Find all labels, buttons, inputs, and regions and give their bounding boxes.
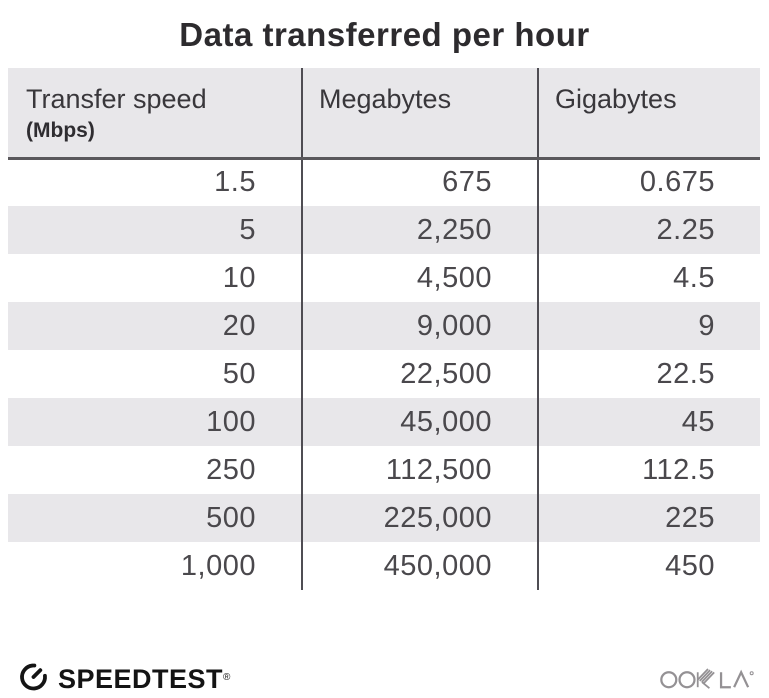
cell-speed: 250 [8,446,303,494]
cell-megabytes: 450,000 [302,542,539,590]
cell-gigabytes: 2.25 [538,206,760,254]
table-row: 100 45,000 45 [8,398,760,446]
col-header-megabytes: Megabytes [302,68,539,160]
table-row: 1,000 450,000 450 [8,542,760,590]
col-header-transfer-speed: Transfer speed (Mbps) [8,68,303,160]
speedtest-wordmark: SPEEDTEST [58,663,224,694]
table-row: 1.5 675 0.675 [8,158,760,206]
col-header-gigabytes: Gigabytes [538,68,760,160]
page-title: Data transferred per hour [179,16,590,53]
cell-megabytes: 675 [302,158,539,206]
cell-gigabytes: 112.5 [642,453,715,486]
speedtest-gauge-icon [18,661,49,697]
col-header-transfer-speed-unit: (Mbps) [26,119,95,142]
cell-speed: 1.5 [8,158,303,206]
cell-speed: 100 [8,398,303,446]
col-header-transfer-speed-label: Transfer speed [26,84,207,114]
table-row: 250 112,500 112.5 [8,446,760,494]
table-row: 50 22,500 22.5 [8,350,760,398]
data-table: Transfer speed (Mbps) Megabytes Gigabyte… [8,68,760,590]
cell-speed: 500 [8,494,303,542]
cell-megabytes: 112,500 [302,446,539,494]
footer: SPEEDTEST ® [0,650,769,698]
table-header-row: Transfer speed (Mbps) Megabytes Gigabyte… [8,68,760,160]
cell-gigabytes: 4.5 [673,261,715,294]
cell-speed: 5 [8,206,303,254]
cell-megabytes: 225,000 [302,494,539,542]
cell-gigabytes: 22.5 [656,357,715,390]
table-row: 10 4,500 4.5 [8,254,760,302]
table-row: 5 2,250 2.25 [8,206,760,254]
cell-megabytes: 45,000 [302,398,539,446]
cell-speed: 50 [8,350,303,398]
cell-gigabytes: 45 [538,398,760,446]
registered-trademark-icon: ® [223,671,231,683]
table-row: 500 225,000 225 [8,494,760,542]
cell-megabytes: 22,500 [302,350,539,398]
cell-megabytes: 4,500 [302,254,539,302]
ookla-wordmark-icon [660,668,754,689]
cell-speed: 1,000 [8,542,303,590]
cell-gigabytes: 450 [665,549,715,582]
cell-gigabytes: 9 [538,302,760,350]
table-row: 20 9,000 9 [8,302,760,350]
speedtest-logo: SPEEDTEST ® [18,661,230,697]
cell-megabytes: 9,000 [302,302,539,350]
cell-megabytes: 2,250 [302,206,539,254]
ookla-logo [659,662,757,695]
cell-gigabytes: 225 [538,494,760,542]
cell-speed: 20 [8,302,303,350]
cell-gigabytes: 0.675 [639,166,715,199]
cell-speed: 10 [8,254,303,302]
